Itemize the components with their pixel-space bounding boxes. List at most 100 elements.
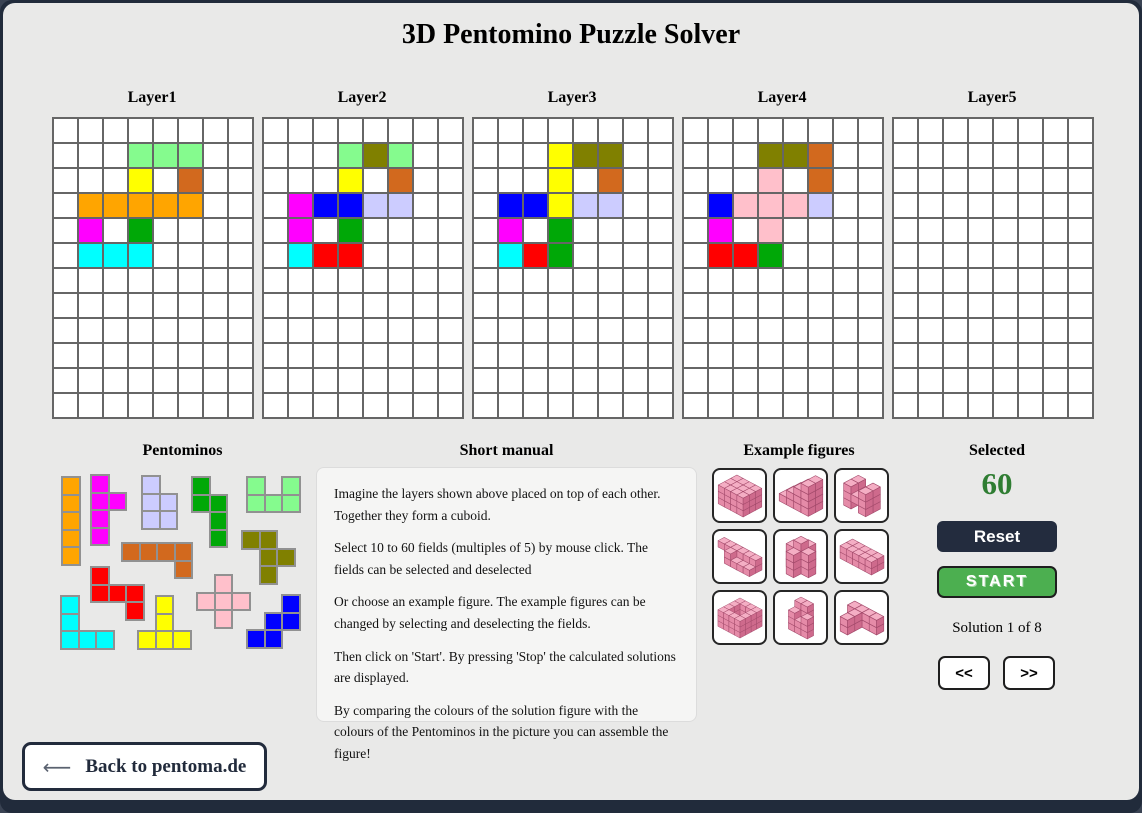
board-cell[interactable]	[363, 168, 388, 193]
board-cell[interactable]	[858, 118, 883, 143]
board-cell[interactable]	[313, 243, 338, 268]
board-cell[interactable]	[833, 243, 858, 268]
board-cell[interactable]	[573, 243, 598, 268]
board-cell[interactable]	[993, 393, 1018, 418]
board-cell[interactable]	[968, 168, 993, 193]
board-cell[interactable]	[288, 343, 313, 368]
board-cell[interactable]	[858, 168, 883, 193]
board-cell[interactable]	[78, 293, 103, 318]
board-cell[interactable]	[758, 368, 783, 393]
board-cell[interactable]	[498, 268, 523, 293]
board-cell[interactable]	[683, 193, 708, 218]
board-cell[interactable]	[313, 293, 338, 318]
board-cell[interactable]	[228, 368, 253, 393]
board-cell[interactable]	[833, 293, 858, 318]
board-cell[interactable]	[263, 393, 288, 418]
board-cell[interactable]	[708, 143, 733, 168]
board-cell[interactable]	[413, 318, 438, 343]
board-cell[interactable]	[683, 168, 708, 193]
board-cell[interactable]	[943, 218, 968, 243]
board-cell[interactable]	[523, 393, 548, 418]
board-cell[interactable]	[893, 143, 918, 168]
board-cell[interactable]	[228, 318, 253, 343]
board-cell[interactable]	[103, 393, 128, 418]
board-cell[interactable]	[648, 393, 673, 418]
board-cell[interactable]	[1043, 143, 1068, 168]
board-cell[interactable]	[388, 243, 413, 268]
board-cell[interactable]	[1043, 318, 1068, 343]
board-cell[interactable]	[53, 293, 78, 318]
board-cell[interactable]	[943, 168, 968, 193]
board-cell[interactable]	[228, 168, 253, 193]
board-cell[interactable]	[598, 143, 623, 168]
board-cell[interactable]	[128, 243, 153, 268]
board-cell[interactable]	[523, 143, 548, 168]
reset-button[interactable]: Reset	[937, 521, 1057, 552]
board-cell[interactable]	[313, 268, 338, 293]
board-cell[interactable]	[153, 243, 178, 268]
board-cell[interactable]	[388, 318, 413, 343]
board-cell[interactable]	[413, 293, 438, 318]
board-cell[interactable]	[993, 343, 1018, 368]
board-cell[interactable]	[783, 193, 808, 218]
board-cell[interactable]	[338, 268, 363, 293]
board-cell[interactable]	[683, 143, 708, 168]
board-cell[interactable]	[648, 218, 673, 243]
board-cell[interactable]	[288, 368, 313, 393]
board-cell[interactable]	[858, 218, 883, 243]
board-cell[interactable]	[338, 343, 363, 368]
board-cell[interactable]	[203, 343, 228, 368]
board-cell[interactable]	[228, 293, 253, 318]
board-cell[interactable]	[473, 143, 498, 168]
board-cell[interactable]	[78, 193, 103, 218]
board-cell[interactable]	[833, 368, 858, 393]
board-cell[interactable]	[573, 218, 598, 243]
board-cell[interactable]	[648, 168, 673, 193]
board-cell[interactable]	[623, 293, 648, 318]
board-cell[interactable]	[598, 293, 623, 318]
board-cell[interactable]	[288, 318, 313, 343]
board-cell[interactable]	[338, 393, 363, 418]
board-cell[interactable]	[943, 143, 968, 168]
board-cell[interactable]	[413, 218, 438, 243]
board-cell[interactable]	[473, 343, 498, 368]
board-cell[interactable]	[1018, 293, 1043, 318]
board-cell[interactable]	[573, 168, 598, 193]
example-figure-sofa[interactable]	[712, 529, 767, 584]
board-cell[interactable]	[128, 268, 153, 293]
board-cell[interactable]	[918, 118, 943, 143]
board-cell[interactable]	[648, 143, 673, 168]
board-cell[interactable]	[968, 343, 993, 368]
board-cell[interactable]	[1018, 318, 1043, 343]
board-cell[interactable]	[413, 343, 438, 368]
board-cell[interactable]	[153, 343, 178, 368]
board-cell[interactable]	[388, 368, 413, 393]
board-cell[interactable]	[1043, 268, 1068, 293]
board-cell[interactable]	[573, 118, 598, 143]
board-cell[interactable]	[388, 393, 413, 418]
board-cell[interactable]	[473, 318, 498, 343]
board-cell[interactable]	[808, 268, 833, 293]
board-cell[interactable]	[993, 268, 1018, 293]
board-cell[interactable]	[648, 268, 673, 293]
board-cell[interactable]	[363, 268, 388, 293]
board-cell[interactable]	[783, 393, 808, 418]
board-cell[interactable]	[498, 368, 523, 393]
board-cell[interactable]	[918, 293, 943, 318]
board-cell[interactable]	[363, 368, 388, 393]
board-cell[interactable]	[103, 343, 128, 368]
board-cell[interactable]	[1068, 193, 1093, 218]
board-cell[interactable]	[388, 168, 413, 193]
board-cell[interactable]	[598, 343, 623, 368]
board-cell[interactable]	[598, 218, 623, 243]
board-cell[interactable]	[623, 243, 648, 268]
board-cell[interactable]	[153, 293, 178, 318]
board-cell[interactable]	[598, 168, 623, 193]
board-cell[interactable]	[473, 393, 498, 418]
board-cell[interactable]	[363, 193, 388, 218]
board-cell[interactable]	[833, 268, 858, 293]
board-cell[interactable]	[708, 393, 733, 418]
example-figure-cross-tower[interactable]	[773, 529, 828, 584]
board-cell[interactable]	[858, 343, 883, 368]
board-cell[interactable]	[523, 118, 548, 143]
